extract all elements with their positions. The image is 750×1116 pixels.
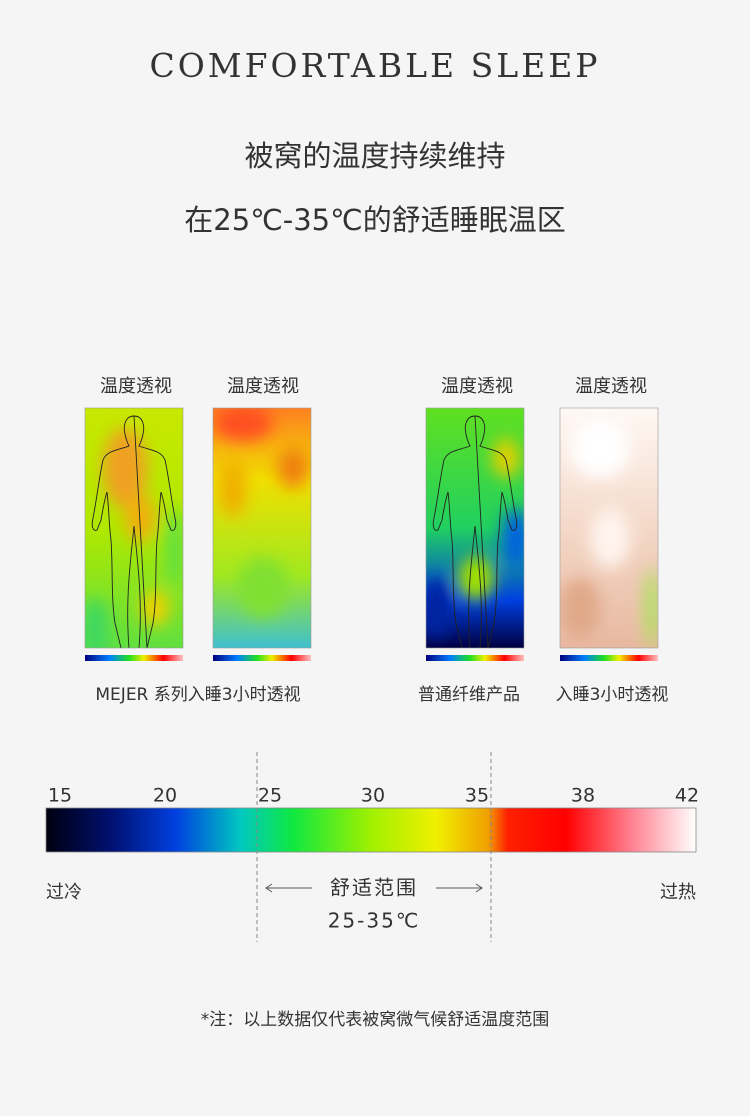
heatmap	[425, 407, 525, 661]
headline: 被窝的温度持续维持	[244, 139, 505, 173]
panel-label: 温度透视	[100, 376, 172, 397]
scale-tick: 42	[675, 785, 699, 807]
comfort-range: 25-35℃	[328, 909, 421, 933]
panel-label: 温度透视	[441, 376, 513, 397]
scale-tick: 35	[465, 785, 489, 807]
note: *注：以上数据仅代表被窝微气候舒适温度范围	[201, 1010, 550, 1030]
temperature-scale	[45, 807, 697, 853]
heatmap	[212, 407, 312, 661]
scale-tick: 15	[48, 785, 72, 807]
headline: 在25℃-35℃的舒适睡眠温区	[184, 203, 565, 237]
cold-label: 过冷	[46, 882, 82, 903]
panel-label: 温度透视	[227, 376, 299, 397]
comfort-label: 舒适范围	[330, 876, 418, 900]
scale-tick: 30	[361, 785, 385, 807]
scale-tick: 25	[258, 785, 282, 807]
arrow	[265, 883, 483, 893]
heatmap	[559, 407, 659, 661]
title: COMFORTABLE SLEEP	[150, 46, 601, 85]
heatmap	[84, 407, 184, 661]
caption: MEJER 系列入睡3小时透视	[95, 685, 300, 705]
caption: 入睡3小时透视	[556, 685, 669, 705]
panel-label: 温度透视	[575, 376, 647, 397]
caption: 普通纤维产品	[418, 685, 520, 705]
hot-label: 过热	[660, 882, 696, 903]
scale-tick: 38	[571, 785, 595, 807]
scale-tick: 20	[153, 785, 177, 807]
